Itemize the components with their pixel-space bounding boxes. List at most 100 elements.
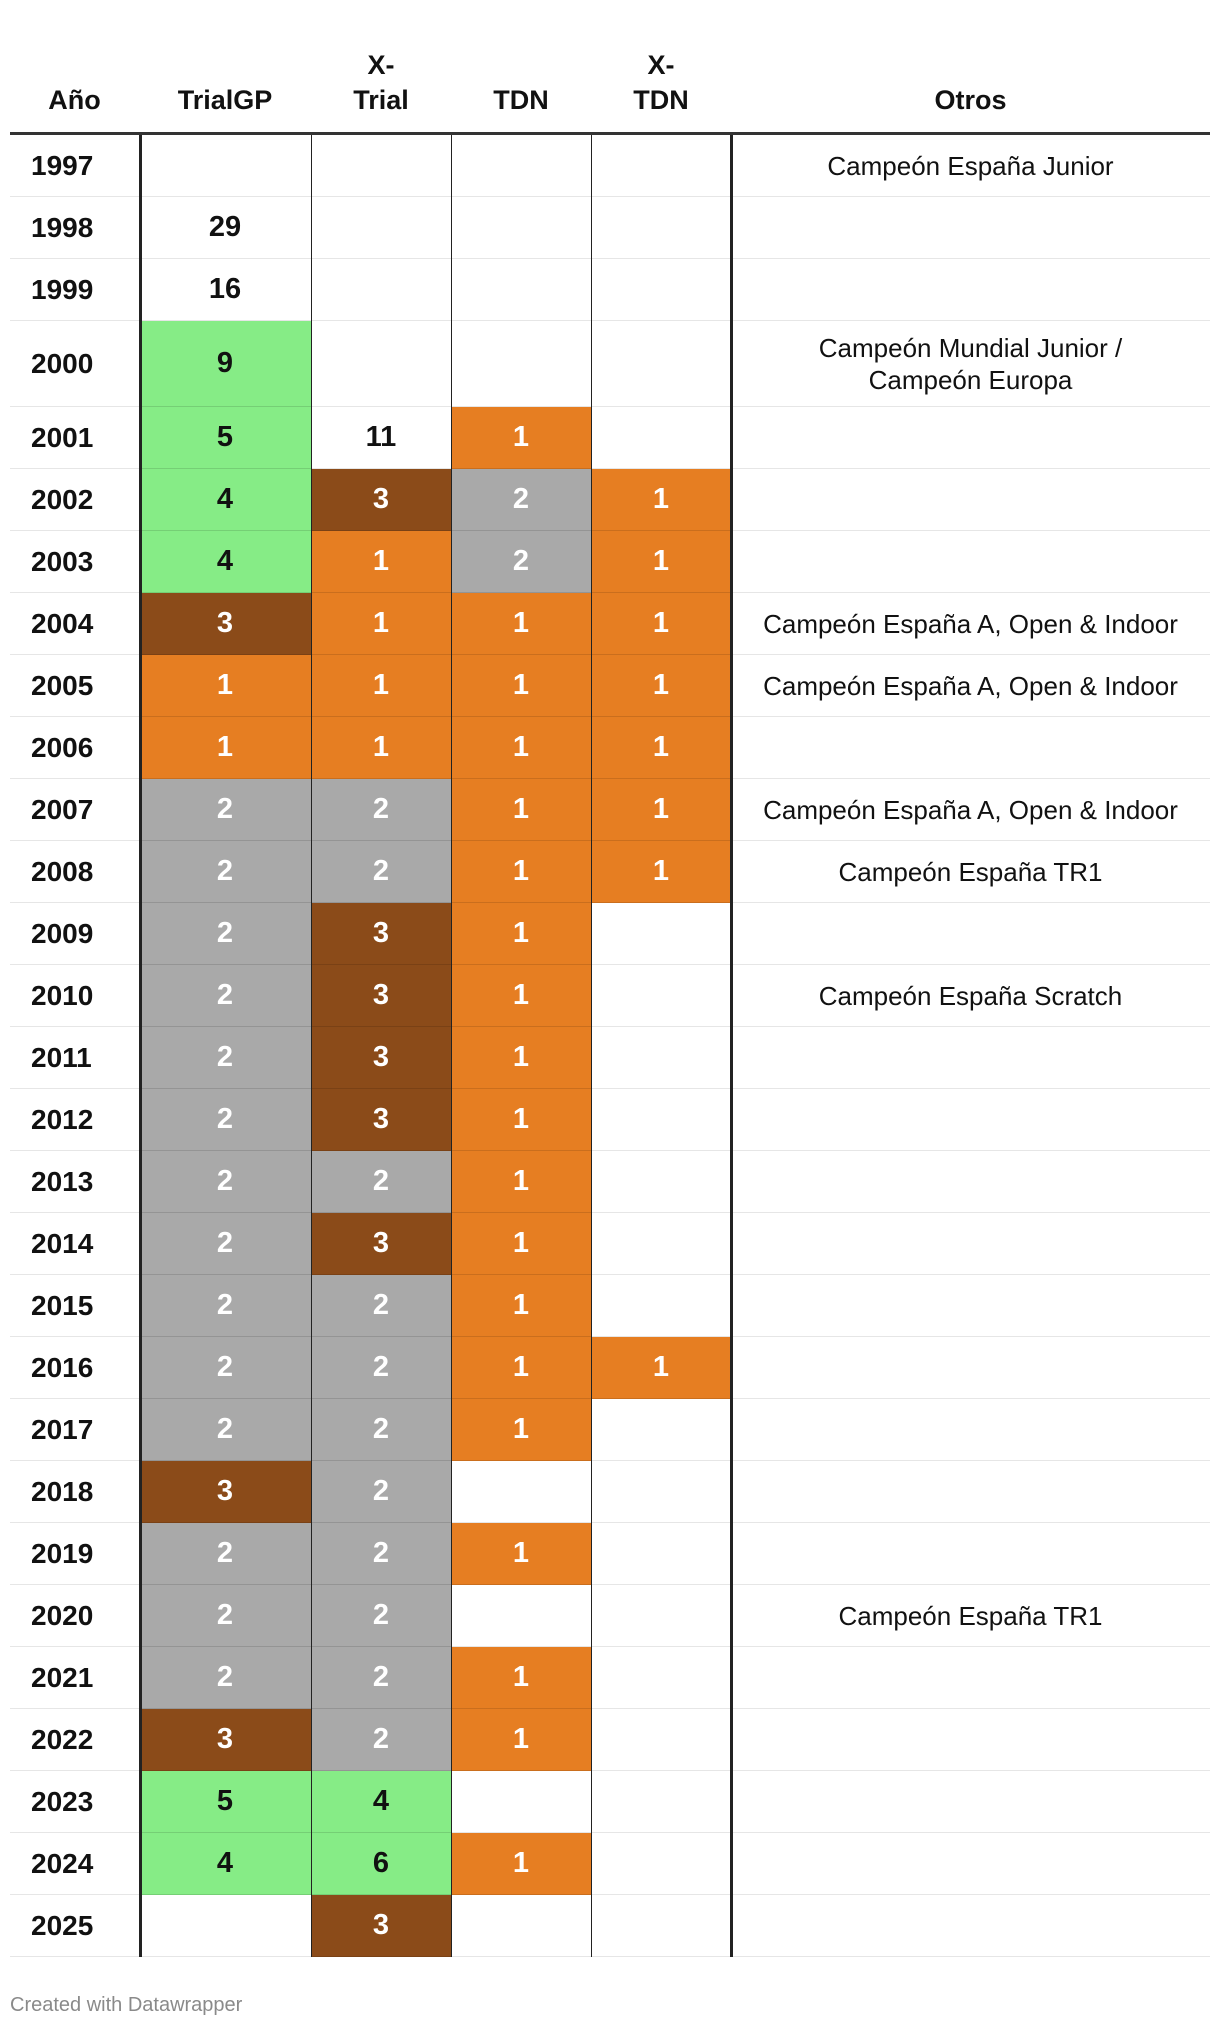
xtdn-cell: 1 xyxy=(591,469,731,531)
header-trialgp: TrialGP xyxy=(177,85,273,115)
xtrial-cell: 2 xyxy=(311,1151,451,1213)
xtrial-cell: 3 xyxy=(311,965,451,1027)
otros-cell xyxy=(731,531,1210,593)
trialgp-cell: 2 xyxy=(139,1337,311,1399)
year-cell: 2022 xyxy=(10,1709,139,1771)
table-row: 2019 2 2 1 xyxy=(10,1523,1210,1585)
xtdn-cell: 1 xyxy=(591,531,731,593)
xtrial-cell: 2 xyxy=(311,1275,451,1337)
header-xtrial-line1: X- xyxy=(367,50,395,80)
year-cell: 2009 xyxy=(10,903,139,965)
otros-cell xyxy=(731,1771,1210,1833)
year-cell: 1997 xyxy=(10,135,139,197)
xtdn-cell xyxy=(591,321,731,407)
table-row: 2020 2 2 Campeón España TR1 xyxy=(10,1585,1210,1647)
xtrial-cell: 1 xyxy=(311,531,451,593)
year-cell: 2006 xyxy=(10,717,139,779)
xtdn-cell xyxy=(591,1213,731,1275)
trialgp-cell: 4 xyxy=(139,1833,311,1895)
trialgp-cell: 2 xyxy=(139,1213,311,1275)
otros-cell xyxy=(731,1833,1210,1895)
trialgp-cell: 2 xyxy=(139,1027,311,1089)
otros-cell xyxy=(731,717,1210,779)
xtdn-cell: 1 xyxy=(591,841,731,903)
divider-after-year xyxy=(139,135,142,1957)
xtdn-cell xyxy=(591,1709,731,1771)
year-cell: 2017 xyxy=(10,1399,139,1461)
divider-after-xtdn xyxy=(730,135,733,1957)
xtrial-cell: 3 xyxy=(311,903,451,965)
tdn-cell: 1 xyxy=(451,1089,591,1151)
xtrial-cell: 1 xyxy=(311,593,451,655)
otros-cell xyxy=(731,1523,1210,1585)
trialgp-cell: 2 xyxy=(139,841,311,903)
trialgp-cell: 5 xyxy=(139,1771,311,1833)
tdn-cell: 2 xyxy=(451,531,591,593)
tdn-cell: 1 xyxy=(451,779,591,841)
xtdn-cell: 1 xyxy=(591,655,731,717)
xtdn-cell xyxy=(591,1771,731,1833)
trialgp-cell: 2 xyxy=(139,1089,311,1151)
otros-cell xyxy=(731,1461,1210,1523)
table-row: 2013 2 2 1 xyxy=(10,1151,1210,1213)
header-row: Año TrialGP X- Trial TDN X- TDN Otros xyxy=(10,30,1210,135)
table-row: 2006 1 1 1 1 xyxy=(10,717,1210,779)
trialgp-cell: 5 xyxy=(139,407,311,469)
trialgp-cell: 2 xyxy=(139,1275,311,1337)
xtdn-cell: 1 xyxy=(591,1337,731,1399)
tdn-cell: 1 xyxy=(451,1647,591,1709)
table-row: 2025 3 xyxy=(10,1895,1210,1957)
otros-cell xyxy=(731,903,1210,965)
xtrial-cell: 2 xyxy=(311,1523,451,1585)
trialgp-cell: 4 xyxy=(139,531,311,593)
trialgp-cell xyxy=(139,135,311,197)
otros-cell xyxy=(731,1895,1210,1957)
trialgp-cell: 16 xyxy=(139,259,311,321)
xtrial-cell: 6 xyxy=(311,1833,451,1895)
trialgp-cell: 4 xyxy=(139,469,311,531)
trialgp-cell: 3 xyxy=(139,593,311,655)
xtdn-cell xyxy=(591,1027,731,1089)
tdn-cell: 1 xyxy=(451,655,591,717)
year-cell: 2019 xyxy=(10,1523,139,1585)
otros-cell: Campeón España A, Open & Indoor xyxy=(731,779,1210,841)
table-row: 2011 2 3 1 xyxy=(10,1027,1210,1089)
tdn-cell xyxy=(451,197,591,259)
header-xtdn-line1: X- xyxy=(647,50,675,80)
year-cell: 2023 xyxy=(10,1771,139,1833)
trialgp-cell: 2 xyxy=(139,1523,311,1585)
xtdn-cell: 1 xyxy=(591,593,731,655)
xtrial-cell: 3 xyxy=(311,1027,451,1089)
trialgp-cell: 2 xyxy=(139,965,311,1027)
table-row: 2002 4 3 2 1 xyxy=(10,469,1210,531)
trialgp-cell: 2 xyxy=(139,779,311,841)
trialgp-cell xyxy=(139,1895,311,1957)
trialgp-cell: 2 xyxy=(139,1585,311,1647)
tdn-cell xyxy=(451,1585,591,1647)
tdn-cell: 1 xyxy=(451,717,591,779)
xtdn-cell xyxy=(591,1585,731,1647)
year-cell: 1999 xyxy=(10,259,139,321)
trialgp-cell: 1 xyxy=(139,717,311,779)
table-row: 2014 2 3 1 xyxy=(10,1213,1210,1275)
table-row: 2015 2 2 1 xyxy=(10,1275,1210,1337)
table-row: 2004 3 1 1 1 Campeón España A, Open & Indoor xyxy=(10,593,1210,655)
xtrial-cell: 2 xyxy=(311,779,451,841)
table-row: 2008 2 2 1 1 Campeón España TR1 xyxy=(10,841,1210,903)
year-cell: 2004 xyxy=(10,593,139,655)
year-cell: 2013 xyxy=(10,1151,139,1213)
xtrial-cell: 4 xyxy=(311,1771,451,1833)
otros-cell: Campeón España TR1 xyxy=(731,841,1210,903)
year-cell: 2018 xyxy=(10,1461,139,1523)
year-cell: 2005 xyxy=(10,655,139,717)
xtrial-cell: 2 xyxy=(311,1337,451,1399)
xtrial-cell: 2 xyxy=(311,841,451,903)
otros-cell: Campeón España Scratch xyxy=(731,965,1210,1027)
otros-cell xyxy=(731,1647,1210,1709)
table-row: 1999 16 xyxy=(10,259,1210,321)
year-cell: 2007 xyxy=(10,779,139,841)
year-cell: 2014 xyxy=(10,1213,139,1275)
divider-after-xtrial xyxy=(451,135,452,1957)
table-body: 1997 Campeón España Junior 1998 29 1999 16 200… xyxy=(10,135,1210,1957)
xtdn-cell xyxy=(591,259,731,321)
